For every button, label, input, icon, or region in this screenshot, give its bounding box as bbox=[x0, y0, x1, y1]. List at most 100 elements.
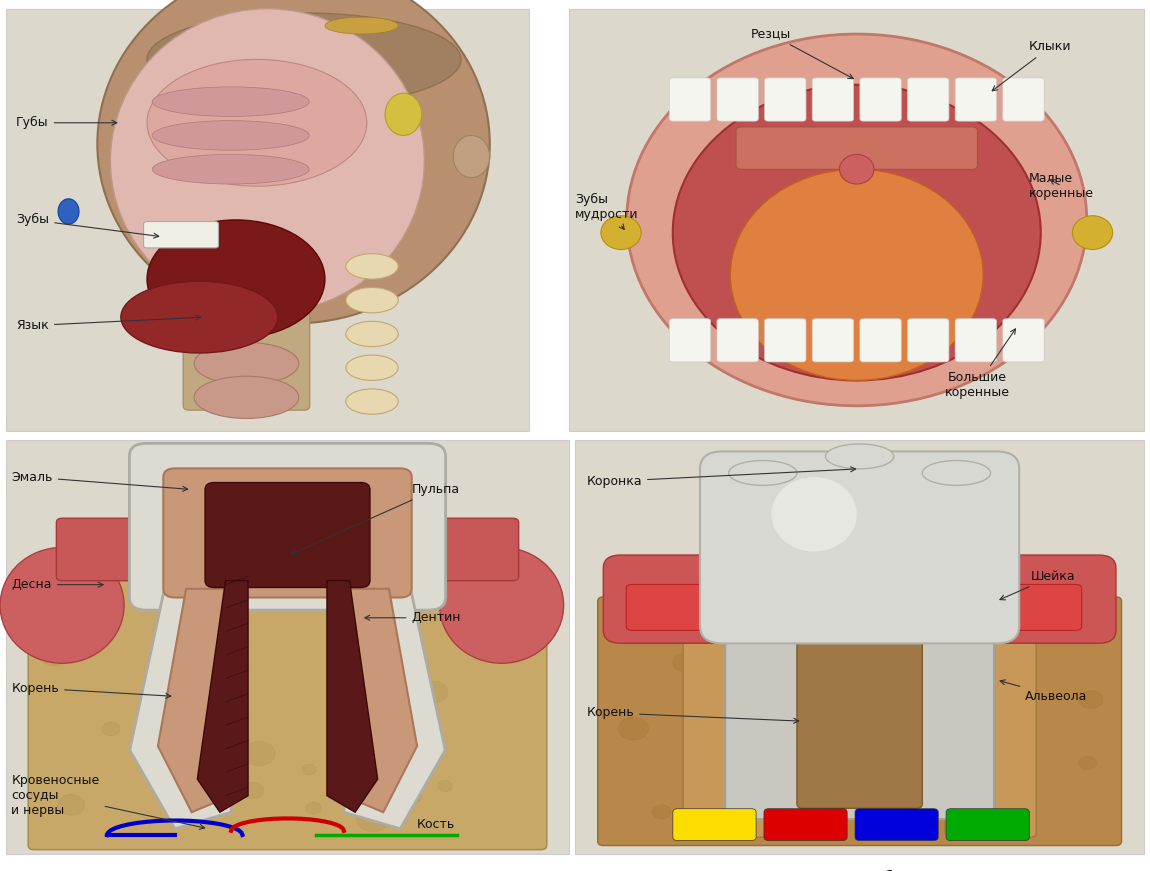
Circle shape bbox=[393, 726, 424, 749]
Circle shape bbox=[1079, 756, 1096, 770]
Circle shape bbox=[937, 699, 965, 719]
FancyBboxPatch shape bbox=[6, 9, 529, 431]
Text: Десна: Десна bbox=[12, 578, 104, 591]
Text: Альвеола: Альвеола bbox=[1000, 680, 1087, 703]
Ellipse shape bbox=[147, 59, 367, 186]
Text: Шейка: Шейка bbox=[1000, 570, 1075, 600]
Ellipse shape bbox=[780, 599, 940, 637]
Circle shape bbox=[882, 666, 909, 686]
Circle shape bbox=[345, 726, 376, 750]
Circle shape bbox=[366, 648, 388, 665]
Text: Резцы: Резцы bbox=[750, 28, 853, 78]
Ellipse shape bbox=[730, 169, 983, 381]
Ellipse shape bbox=[325, 17, 398, 34]
FancyBboxPatch shape bbox=[205, 483, 370, 587]
Ellipse shape bbox=[121, 281, 278, 353]
FancyBboxPatch shape bbox=[765, 78, 806, 121]
Text: Корень: Корень bbox=[586, 706, 799, 723]
Circle shape bbox=[700, 814, 719, 828]
Text: Кость: Кость bbox=[417, 818, 455, 831]
FancyBboxPatch shape bbox=[956, 319, 997, 362]
Text: Кровеносные
сосуды
и нервы: Кровеносные сосуды и нервы bbox=[12, 774, 205, 829]
Circle shape bbox=[392, 682, 416, 701]
Circle shape bbox=[619, 718, 649, 740]
Circle shape bbox=[399, 787, 422, 804]
Circle shape bbox=[815, 688, 839, 707]
Ellipse shape bbox=[346, 321, 398, 347]
Ellipse shape bbox=[0, 548, 124, 664]
Circle shape bbox=[302, 764, 316, 775]
FancyBboxPatch shape bbox=[598, 597, 1121, 846]
Ellipse shape bbox=[194, 342, 299, 385]
Text: Малые
коренные: Малые коренные bbox=[1029, 172, 1095, 200]
FancyBboxPatch shape bbox=[575, 440, 1144, 854]
FancyBboxPatch shape bbox=[716, 78, 758, 121]
FancyBboxPatch shape bbox=[6, 440, 569, 854]
Text: Язык: Язык bbox=[16, 315, 200, 332]
FancyBboxPatch shape bbox=[183, 308, 309, 410]
Text: Дентин: Дентин bbox=[365, 611, 461, 625]
Text: Губы: Губы bbox=[16, 116, 117, 129]
FancyBboxPatch shape bbox=[163, 469, 412, 598]
Circle shape bbox=[904, 622, 922, 636]
Circle shape bbox=[744, 705, 766, 721]
FancyBboxPatch shape bbox=[860, 78, 902, 121]
Ellipse shape bbox=[453, 135, 490, 178]
Text: Пульпа: Пульпа bbox=[291, 483, 460, 554]
Ellipse shape bbox=[98, 0, 490, 323]
Ellipse shape bbox=[772, 477, 857, 551]
Ellipse shape bbox=[152, 121, 309, 150]
FancyBboxPatch shape bbox=[56, 518, 519, 581]
Circle shape bbox=[40, 645, 68, 665]
Circle shape bbox=[199, 600, 230, 625]
FancyBboxPatch shape bbox=[765, 319, 806, 362]
FancyBboxPatch shape bbox=[569, 9, 1144, 431]
Ellipse shape bbox=[673, 84, 1041, 381]
Circle shape bbox=[419, 681, 447, 703]
Circle shape bbox=[984, 820, 1004, 835]
Ellipse shape bbox=[346, 287, 398, 313]
Text: Зубы: Зубы bbox=[16, 213, 159, 238]
Ellipse shape bbox=[439, 548, 564, 664]
FancyBboxPatch shape bbox=[956, 78, 997, 121]
Ellipse shape bbox=[152, 87, 309, 117]
FancyBboxPatch shape bbox=[1003, 78, 1044, 121]
FancyBboxPatch shape bbox=[979, 584, 1082, 631]
FancyBboxPatch shape bbox=[812, 78, 853, 121]
Ellipse shape bbox=[1072, 216, 1113, 249]
Ellipse shape bbox=[627, 34, 1087, 406]
Circle shape bbox=[413, 742, 432, 757]
Ellipse shape bbox=[922, 461, 990, 485]
Circle shape bbox=[652, 805, 670, 819]
FancyBboxPatch shape bbox=[946, 808, 1029, 841]
Circle shape bbox=[902, 763, 932, 786]
Ellipse shape bbox=[385, 93, 422, 136]
Ellipse shape bbox=[346, 388, 398, 415]
Polygon shape bbox=[344, 589, 417, 812]
Polygon shape bbox=[327, 580, 377, 812]
Circle shape bbox=[359, 756, 390, 779]
Circle shape bbox=[776, 620, 797, 636]
Circle shape bbox=[58, 794, 85, 815]
Circle shape bbox=[1079, 691, 1103, 709]
Text: Строение ротовой полости, зубов: Строение ротовой полости, зубов bbox=[638, 870, 911, 871]
Ellipse shape bbox=[110, 9, 424, 313]
FancyBboxPatch shape bbox=[856, 808, 938, 841]
FancyBboxPatch shape bbox=[1003, 319, 1044, 362]
Circle shape bbox=[944, 725, 974, 747]
Circle shape bbox=[385, 605, 405, 621]
Text: Корень: Корень bbox=[12, 682, 171, 699]
Circle shape bbox=[356, 807, 390, 832]
Circle shape bbox=[242, 782, 263, 799]
Ellipse shape bbox=[147, 13, 461, 106]
Polygon shape bbox=[344, 593, 445, 829]
Ellipse shape bbox=[58, 199, 79, 224]
Circle shape bbox=[981, 661, 1003, 677]
FancyBboxPatch shape bbox=[945, 610, 1036, 837]
Circle shape bbox=[897, 682, 920, 699]
Ellipse shape bbox=[826, 444, 894, 469]
Ellipse shape bbox=[194, 376, 299, 418]
Circle shape bbox=[148, 705, 163, 716]
Circle shape bbox=[306, 802, 322, 814]
Ellipse shape bbox=[152, 154, 309, 184]
